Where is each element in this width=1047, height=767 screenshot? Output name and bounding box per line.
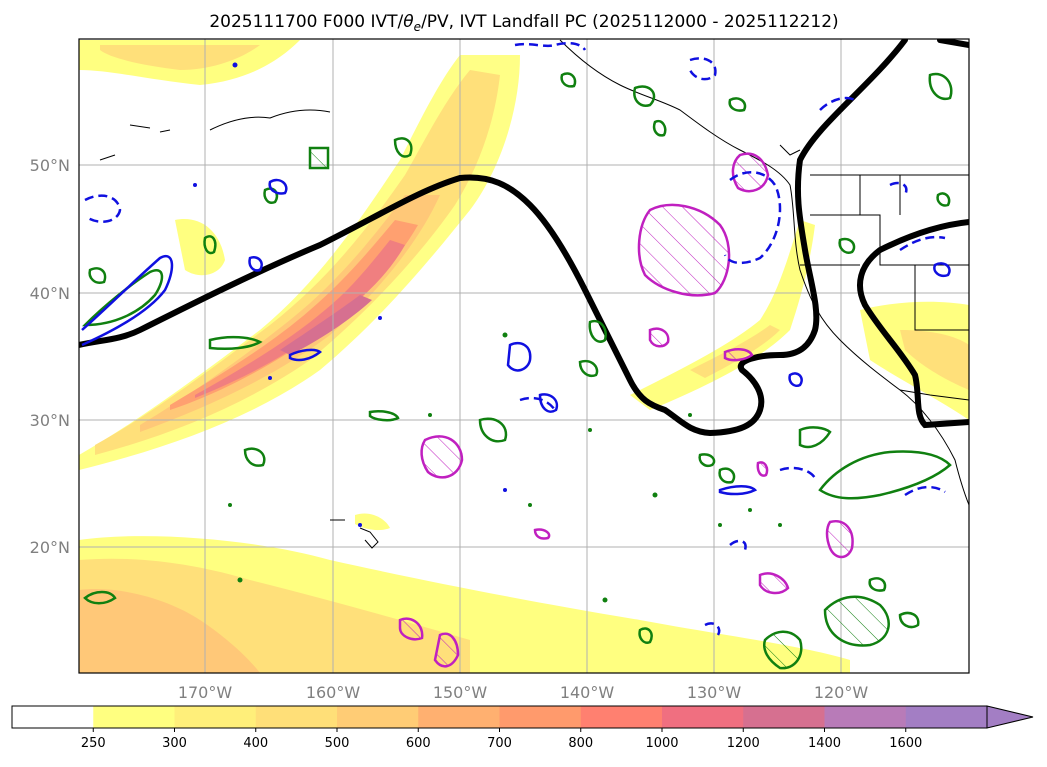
colorbar-segment bbox=[255, 706, 338, 728]
coastlines bbox=[99, 39, 969, 549]
colorbar-tick-label: 1400 bbox=[808, 736, 841, 751]
latitude-labels: 50°N 40°N 30°N 20°N bbox=[30, 156, 70, 557]
colorbar-tick-label: 1200 bbox=[727, 736, 760, 751]
lat-label: 30°N bbox=[30, 411, 70, 430]
colorbar-segment bbox=[418, 706, 500, 728]
colorbar-segment bbox=[499, 706, 582, 728]
colorbar-segment bbox=[662, 706, 744, 728]
pv-blue-contours bbox=[81, 178, 951, 496]
lon-label: 140°W bbox=[560, 683, 615, 702]
colorbar-tick-label: 400 bbox=[243, 736, 268, 751]
colorbar-segment bbox=[174, 706, 257, 728]
colorbar-segment bbox=[743, 706, 825, 728]
colorbar-tick-label: 500 bbox=[325, 736, 350, 751]
lat-label: 20°N bbox=[30, 538, 70, 557]
colorbar-extend-arrow bbox=[986, 705, 1034, 729]
colorbar-tick-label: 1000 bbox=[645, 736, 678, 751]
colorbar-tick-label: 1600 bbox=[889, 736, 922, 751]
lon-label: 120°W bbox=[814, 683, 869, 702]
colorbar-segment bbox=[12, 706, 94, 728]
figure-title: 2025111700 F000 IVT/θe/PV, IVT Landfall … bbox=[209, 12, 838, 34]
colorbar-segment bbox=[580, 706, 663, 728]
pv-blue-dashed-contours bbox=[84, 41, 946, 636]
colorbar-segment bbox=[93, 706, 175, 728]
lat-label: 40°N bbox=[30, 284, 70, 303]
theta-e-small-features bbox=[228, 332, 782, 603]
map-frame bbox=[78, 38, 970, 674]
colorbar-segment bbox=[337, 706, 419, 728]
ivt-landfall-pc-contour bbox=[79, 39, 969, 437]
longitude-labels: 170°W 160°W 150°W 140°W 130°W 120°W bbox=[178, 683, 869, 702]
colorbar-tick-label: 600 bbox=[406, 736, 431, 751]
colorbar-segment bbox=[824, 706, 907, 728]
ivt-colorbar: 250 300 400 500 600 700 800 1000 1200 1400 1600 bbox=[11, 705, 1034, 751]
lon-label: 170°W bbox=[178, 683, 233, 702]
colorbar-tick-label: 250 bbox=[81, 736, 106, 751]
lat-label: 50°N bbox=[30, 156, 70, 175]
theta-e-contours bbox=[81, 72, 953, 670]
map-gridlines bbox=[79, 39, 969, 673]
colorbar-tick-label: 300 bbox=[162, 736, 187, 751]
map-area bbox=[79, 39, 969, 673]
colorbar-segment bbox=[905, 706, 988, 728]
lon-label: 150°W bbox=[433, 683, 488, 702]
lon-label: 130°W bbox=[687, 683, 742, 702]
colorbar-tick-label: 700 bbox=[487, 736, 512, 751]
ivt-shading-atmospheric-river bbox=[79, 40, 969, 673]
lon-label: 160°W bbox=[306, 683, 361, 702]
colorbar-tick-label: 800 bbox=[568, 736, 593, 751]
pv-small-features bbox=[193, 62, 507, 527]
